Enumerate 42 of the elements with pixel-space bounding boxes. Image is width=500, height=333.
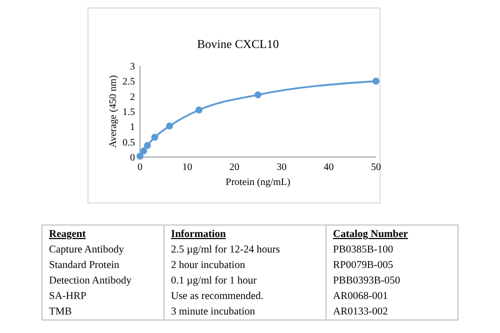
text: AR0133-002 [333, 306, 388, 318]
point [166, 122, 173, 130]
text: Use as recommended. [171, 291, 264, 302]
text: AR0068-001 [333, 291, 388, 302]
x-tick-label: 40 [324, 162, 334, 173]
point [136, 152, 144, 160]
point [144, 142, 151, 149]
text: Reagent [49, 229, 86, 240]
y-tick-label: 1 [130, 122, 135, 134]
text: TMB [49, 306, 72, 318]
x-tick-label: 20 [229, 162, 240, 173]
y-tick-label: 0.5 [122, 137, 135, 148]
point [372, 78, 380, 85]
y-tick-label: 2.5 [122, 76, 135, 88]
text: Capture Antibody [49, 244, 125, 256]
point [254, 91, 262, 98]
text: SA-HRP [49, 291, 87, 302]
x-tick-label: 30 [276, 162, 287, 173]
point [140, 147, 148, 154]
chart-title: Bovine CXCL10 [197, 37, 279, 51]
y-tick-label: 3 [130, 62, 135, 72]
text: 2 hour incubation [171, 260, 246, 271]
text: 2.5 µg/ml for 12-24 hours [171, 244, 280, 256]
x-tick-label: 50 [371, 162, 381, 173]
text: Standard Protein [49, 260, 120, 271]
y-tick-label: 0 [130, 152, 135, 164]
y-tick-label: 1.5 [122, 107, 135, 118]
text: Information [171, 229, 226, 240]
x-axis-title: Protein (ng/mL) [226, 177, 290, 188]
text: PBB0393B-050 [333, 276, 400, 286]
text: 0.1 µg/ml for 1 hour [171, 276, 258, 286]
text: PB0385B-100 [333, 244, 394, 256]
y-axis-title: Average (450 nm) [108, 75, 119, 148]
text: Catalog Number [333, 229, 408, 240]
point [196, 106, 202, 114]
point [151, 134, 158, 141]
y-tick-label: 2 [130, 92, 135, 103]
text: Detection Antibody [49, 276, 132, 286]
x-tick-label: 10 [182, 162, 192, 173]
text: 3 minute incubation [171, 306, 256, 318]
text: RP0079B-005 [333, 260, 394, 271]
x-tick-label: 0 [138, 162, 142, 173]
